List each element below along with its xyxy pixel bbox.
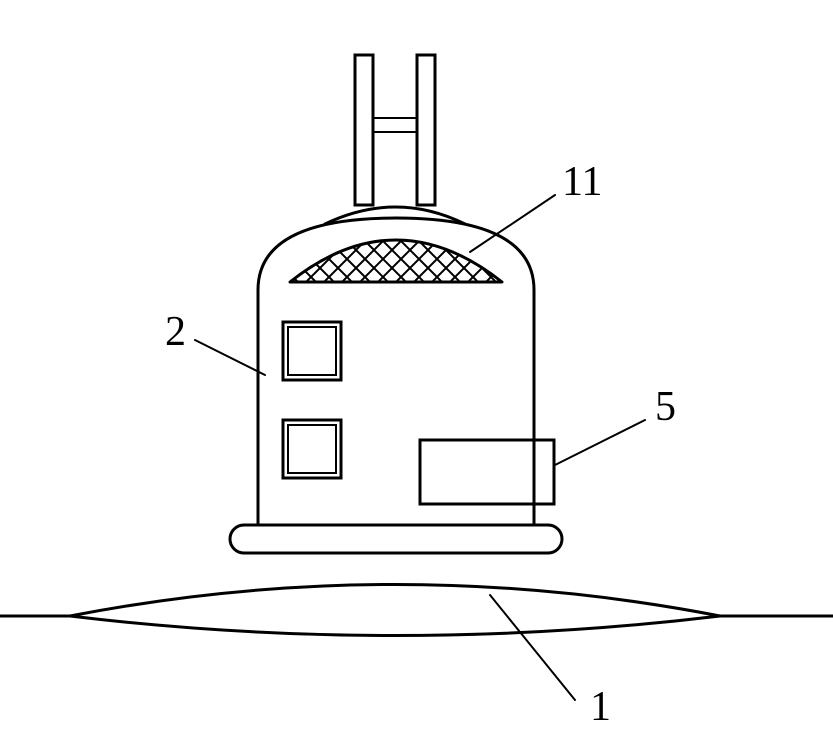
svg-text:5: 5 [655,384,676,430]
svg-text:2: 2 [165,309,186,355]
svg-text:11: 11 [562,159,602,205]
svg-text:1: 1 [590,684,611,730]
